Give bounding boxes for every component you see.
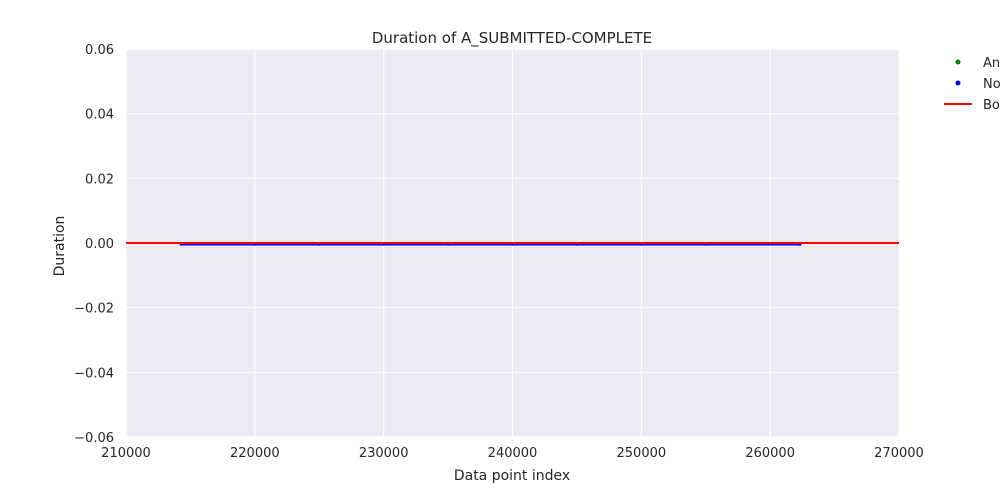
x-tick-label: 230000 <box>359 446 409 461</box>
legend-label: An <box>983 56 1000 71</box>
x-tick-label: 270000 <box>874 446 924 461</box>
y-tick-label: 0.02 <box>85 172 114 187</box>
y-tick-label: −0.02 <box>74 302 114 317</box>
x-tick-label: 220000 <box>230 446 280 461</box>
y-tick-label: 0.04 <box>85 108 114 123</box>
y-axis-label: Duration <box>52 216 68 277</box>
x-tick-label: 260000 <box>745 446 795 461</box>
tick-labels: 210000 220000 230000 240000 250000 260000 2700… <box>74 43 924 461</box>
y-tick-label: 0.06 <box>85 43 114 58</box>
x-tick-label: 250000 <box>617 446 667 461</box>
x-axis-label: Data point index <box>454 468 570 484</box>
series-layer <box>126 242 899 246</box>
x-tick-label: 210000 <box>101 446 151 461</box>
legend-point-marker <box>955 80 961 86</box>
y-tick-label: 0.00 <box>85 237 114 252</box>
chart-title: Duration of A_SUBMITTED-COMPLETE <box>372 29 652 48</box>
legend-label: Bo <box>983 98 1000 113</box>
legend-point-marker <box>955 59 961 65</box>
y-tick-label: −0.06 <box>74 431 114 446</box>
y-tick-label: −0.04 <box>74 366 114 381</box>
legend: An No Bo <box>944 56 1000 113</box>
legend-label: No <box>983 77 1000 92</box>
x-tick-label: 240000 <box>488 446 538 461</box>
